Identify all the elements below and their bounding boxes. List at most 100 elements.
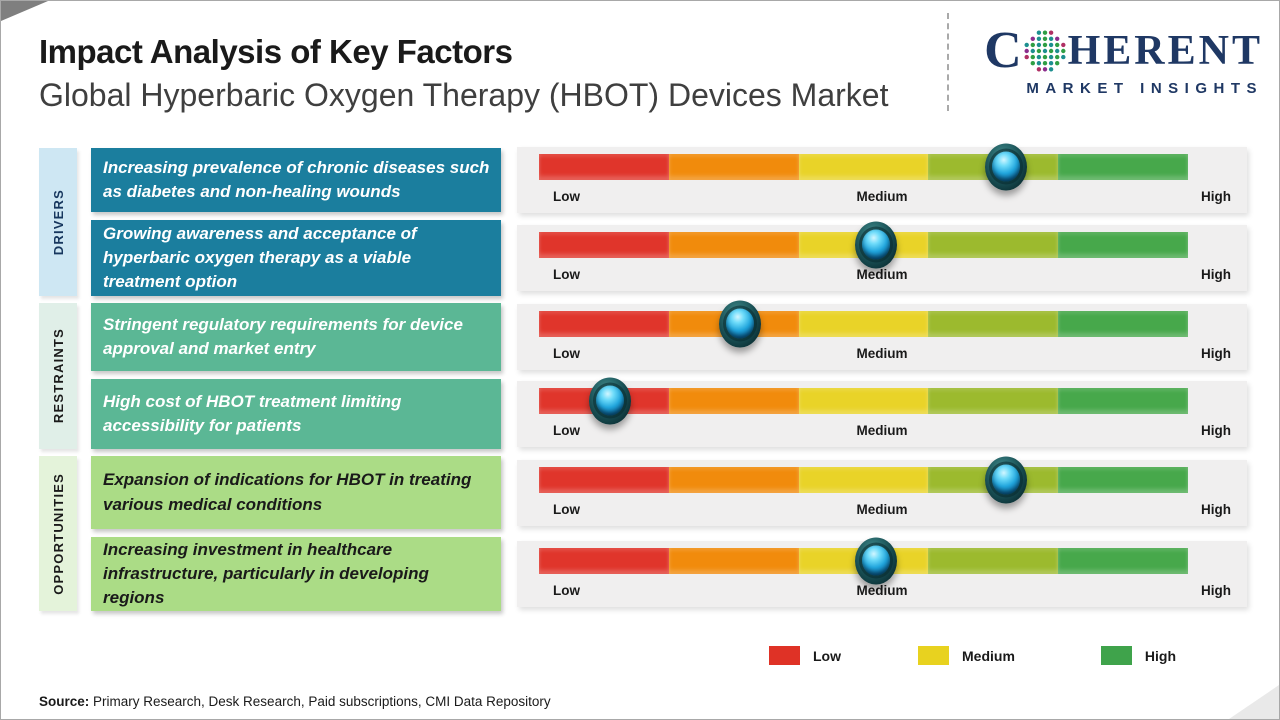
category-rows: Increasing prevalence of chronic disease… bbox=[91, 143, 1247, 296]
bottom-right-corner-decoration bbox=[1229, 685, 1279, 719]
scale-label-high: High bbox=[1201, 346, 1231, 361]
impact-scale-track bbox=[539, 377, 1188, 425]
category-label-opportunities: OPPORTUNITIES bbox=[39, 456, 77, 611]
impact-scale-panel: Low Medium High bbox=[517, 377, 1247, 447]
scale-segment-5 bbox=[1058, 466, 1188, 493]
brand-logo: C HERENT MARKET INSIGHTS bbox=[947, 13, 1263, 111]
scale-segment-4 bbox=[928, 232, 1059, 258]
scale-label-medium: Medium bbox=[856, 423, 908, 438]
top-left-corner-decoration bbox=[1, 1, 48, 21]
factor-row: Increasing prevalence of chronic disease… bbox=[91, 143, 1247, 213]
impact-marker bbox=[719, 300, 762, 348]
scale-label-low: Low bbox=[553, 267, 580, 282]
scale-label-high: High bbox=[1201, 501, 1231, 517]
brand-wordmark: C HERENT bbox=[963, 25, 1263, 77]
source-line: Source: Primary Research, Desk Research,… bbox=[39, 694, 551, 709]
impact-scale-panel: Low Medium High bbox=[517, 143, 1247, 213]
scale-segment-3 bbox=[798, 154, 929, 180]
source-text: Primary Research, Desk Research, Paid su… bbox=[89, 694, 551, 709]
factor-box: Stringent regulatory requirements for de… bbox=[91, 303, 501, 371]
factor-row: Expansion of indications for HBOT in tre… bbox=[91, 456, 1247, 529]
scale-label-medium: Medium bbox=[856, 346, 908, 361]
legend: Low Medium High bbox=[769, 646, 1176, 665]
scale-segment-4 bbox=[928, 388, 1059, 414]
category-label-restraints: RESTRAINTS bbox=[39, 303, 77, 449]
legend-label: High bbox=[1144, 647, 1176, 664]
scale-segment-5 bbox=[1058, 311, 1188, 337]
impact-marker bbox=[855, 537, 898, 585]
impact-analysis-grid: DRIVERS Increasing prevalence of chronic … bbox=[39, 143, 1247, 611]
scale-label-low: Low bbox=[553, 501, 580, 517]
category-label-text: RESTRAINTS bbox=[50, 328, 66, 424]
legend-swatch-medium bbox=[918, 646, 949, 665]
impact-scale-panel: Low Medium High bbox=[517, 537, 1247, 607]
factor-text: Stringent regulatory requirements for de… bbox=[103, 314, 463, 358]
impact-scale-track bbox=[539, 143, 1188, 191]
impact-scale-panel: Low Medium High bbox=[517, 300, 1247, 370]
category-group-opportunities: OPPORTUNITIES Expansion of indications fo… bbox=[39, 456, 1247, 611]
scale-label-high: High bbox=[1201, 423, 1231, 438]
factor-row: Growing awareness and acceptance of hype… bbox=[91, 220, 1247, 296]
scale-label-low: Low bbox=[553, 423, 580, 438]
scale-label-medium: Medium bbox=[856, 189, 908, 204]
category-group-drivers: DRIVERS Increasing prevalence of chronic … bbox=[39, 143, 1247, 296]
category-label-text: OPPORTUNITIES bbox=[50, 472, 66, 595]
category-rows: Stringent regulatory requirements for de… bbox=[91, 300, 1247, 449]
scale-segment-3 bbox=[798, 466, 929, 493]
scale-label-medium: Medium bbox=[856, 267, 908, 282]
scale-label-medium: Medium bbox=[856, 501, 908, 517]
source-label: Source: bbox=[39, 694, 90, 709]
legend-item-low: Low bbox=[769, 646, 841, 665]
impact-marker bbox=[985, 456, 1028, 503]
impact-scale-track bbox=[539, 300, 1188, 348]
globe-dots-icon bbox=[1023, 29, 1067, 73]
page-title: Impact Analysis of Key Factors bbox=[39, 33, 513, 70]
factor-box: Increasing investment in healthcare infr… bbox=[91, 537, 501, 611]
category-rows: Expansion of indications for HBOT in tre… bbox=[91, 456, 1247, 611]
scale-label-high: High bbox=[1201, 583, 1231, 598]
scale-label-low: Low bbox=[553, 346, 580, 361]
scale-segment-2 bbox=[668, 154, 799, 180]
header: Impact Analysis of Key Factors Global Hy… bbox=[39, 31, 1079, 114]
impact-scale-track bbox=[539, 221, 1188, 269]
scale-segment-2 bbox=[668, 548, 799, 574]
factor-text: Increasing investment in healthcare infr… bbox=[103, 539, 429, 608]
factor-text: Increasing prevalence of chronic disease… bbox=[103, 157, 490, 201]
factor-box: Expansion of indications for HBOT in tre… bbox=[91, 456, 501, 529]
category-group-restraints: RESTRAINTS Stringent regulatory requireme… bbox=[39, 300, 1247, 449]
scale-segment-4 bbox=[928, 311, 1059, 337]
scale-label-low: Low bbox=[553, 583, 580, 598]
scale-label-high: High bbox=[1201, 189, 1231, 204]
impact-scale-track bbox=[539, 456, 1188, 503]
brand-tagline: MARKET INSIGHTS bbox=[1026, 80, 1263, 97]
impact-scale-panel: Low Medium High bbox=[517, 456, 1247, 526]
scale-segment-5 bbox=[1058, 154, 1188, 180]
legend-swatch-high bbox=[1100, 646, 1132, 665]
factor-row: Increasing investment in healthcare infr… bbox=[91, 537, 1247, 611]
impact-marker bbox=[855, 221, 898, 269]
category-label-text: DRIVERS bbox=[50, 188, 66, 256]
scale-segment-2 bbox=[668, 388, 799, 414]
factor-box: Growing awareness and acceptance of hype… bbox=[91, 220, 501, 296]
scale-segment-1 bbox=[539, 466, 669, 493]
factor-text: High cost of HBOT treatment limiting acc… bbox=[103, 391, 402, 435]
scale-segment-1 bbox=[539, 548, 669, 574]
legend-item-medium: Medium bbox=[918, 646, 1015, 665]
scale-segment-2 bbox=[668, 466, 799, 493]
scale-segment-1 bbox=[539, 311, 669, 337]
brand-letter-c: C bbox=[984, 22, 1022, 79]
impact-scale-panel: Low Medium High bbox=[517, 221, 1247, 291]
factor-box: High cost of HBOT treatment limiting acc… bbox=[91, 379, 501, 449]
scale-segment-5 bbox=[1058, 548, 1188, 574]
page-subtitle: Global Hyperbaric Oxygen Therapy (HBOT) … bbox=[39, 76, 889, 113]
scale-segment-5 bbox=[1058, 388, 1188, 414]
legend-item-high: High bbox=[1100, 646, 1176, 665]
brand-letters-herent: HERENT bbox=[1067, 28, 1263, 74]
factor-box: Increasing prevalence of chronic disease… bbox=[91, 148, 501, 212]
factor-text: Growing awareness and acceptance of hype… bbox=[103, 223, 417, 292]
scale-label-high: High bbox=[1201, 267, 1231, 282]
scale-label-low: Low bbox=[553, 189, 580, 204]
category-label-drivers: DRIVERS bbox=[39, 148, 77, 296]
factor-row: Stringent regulatory requirements for de… bbox=[91, 300, 1247, 371]
